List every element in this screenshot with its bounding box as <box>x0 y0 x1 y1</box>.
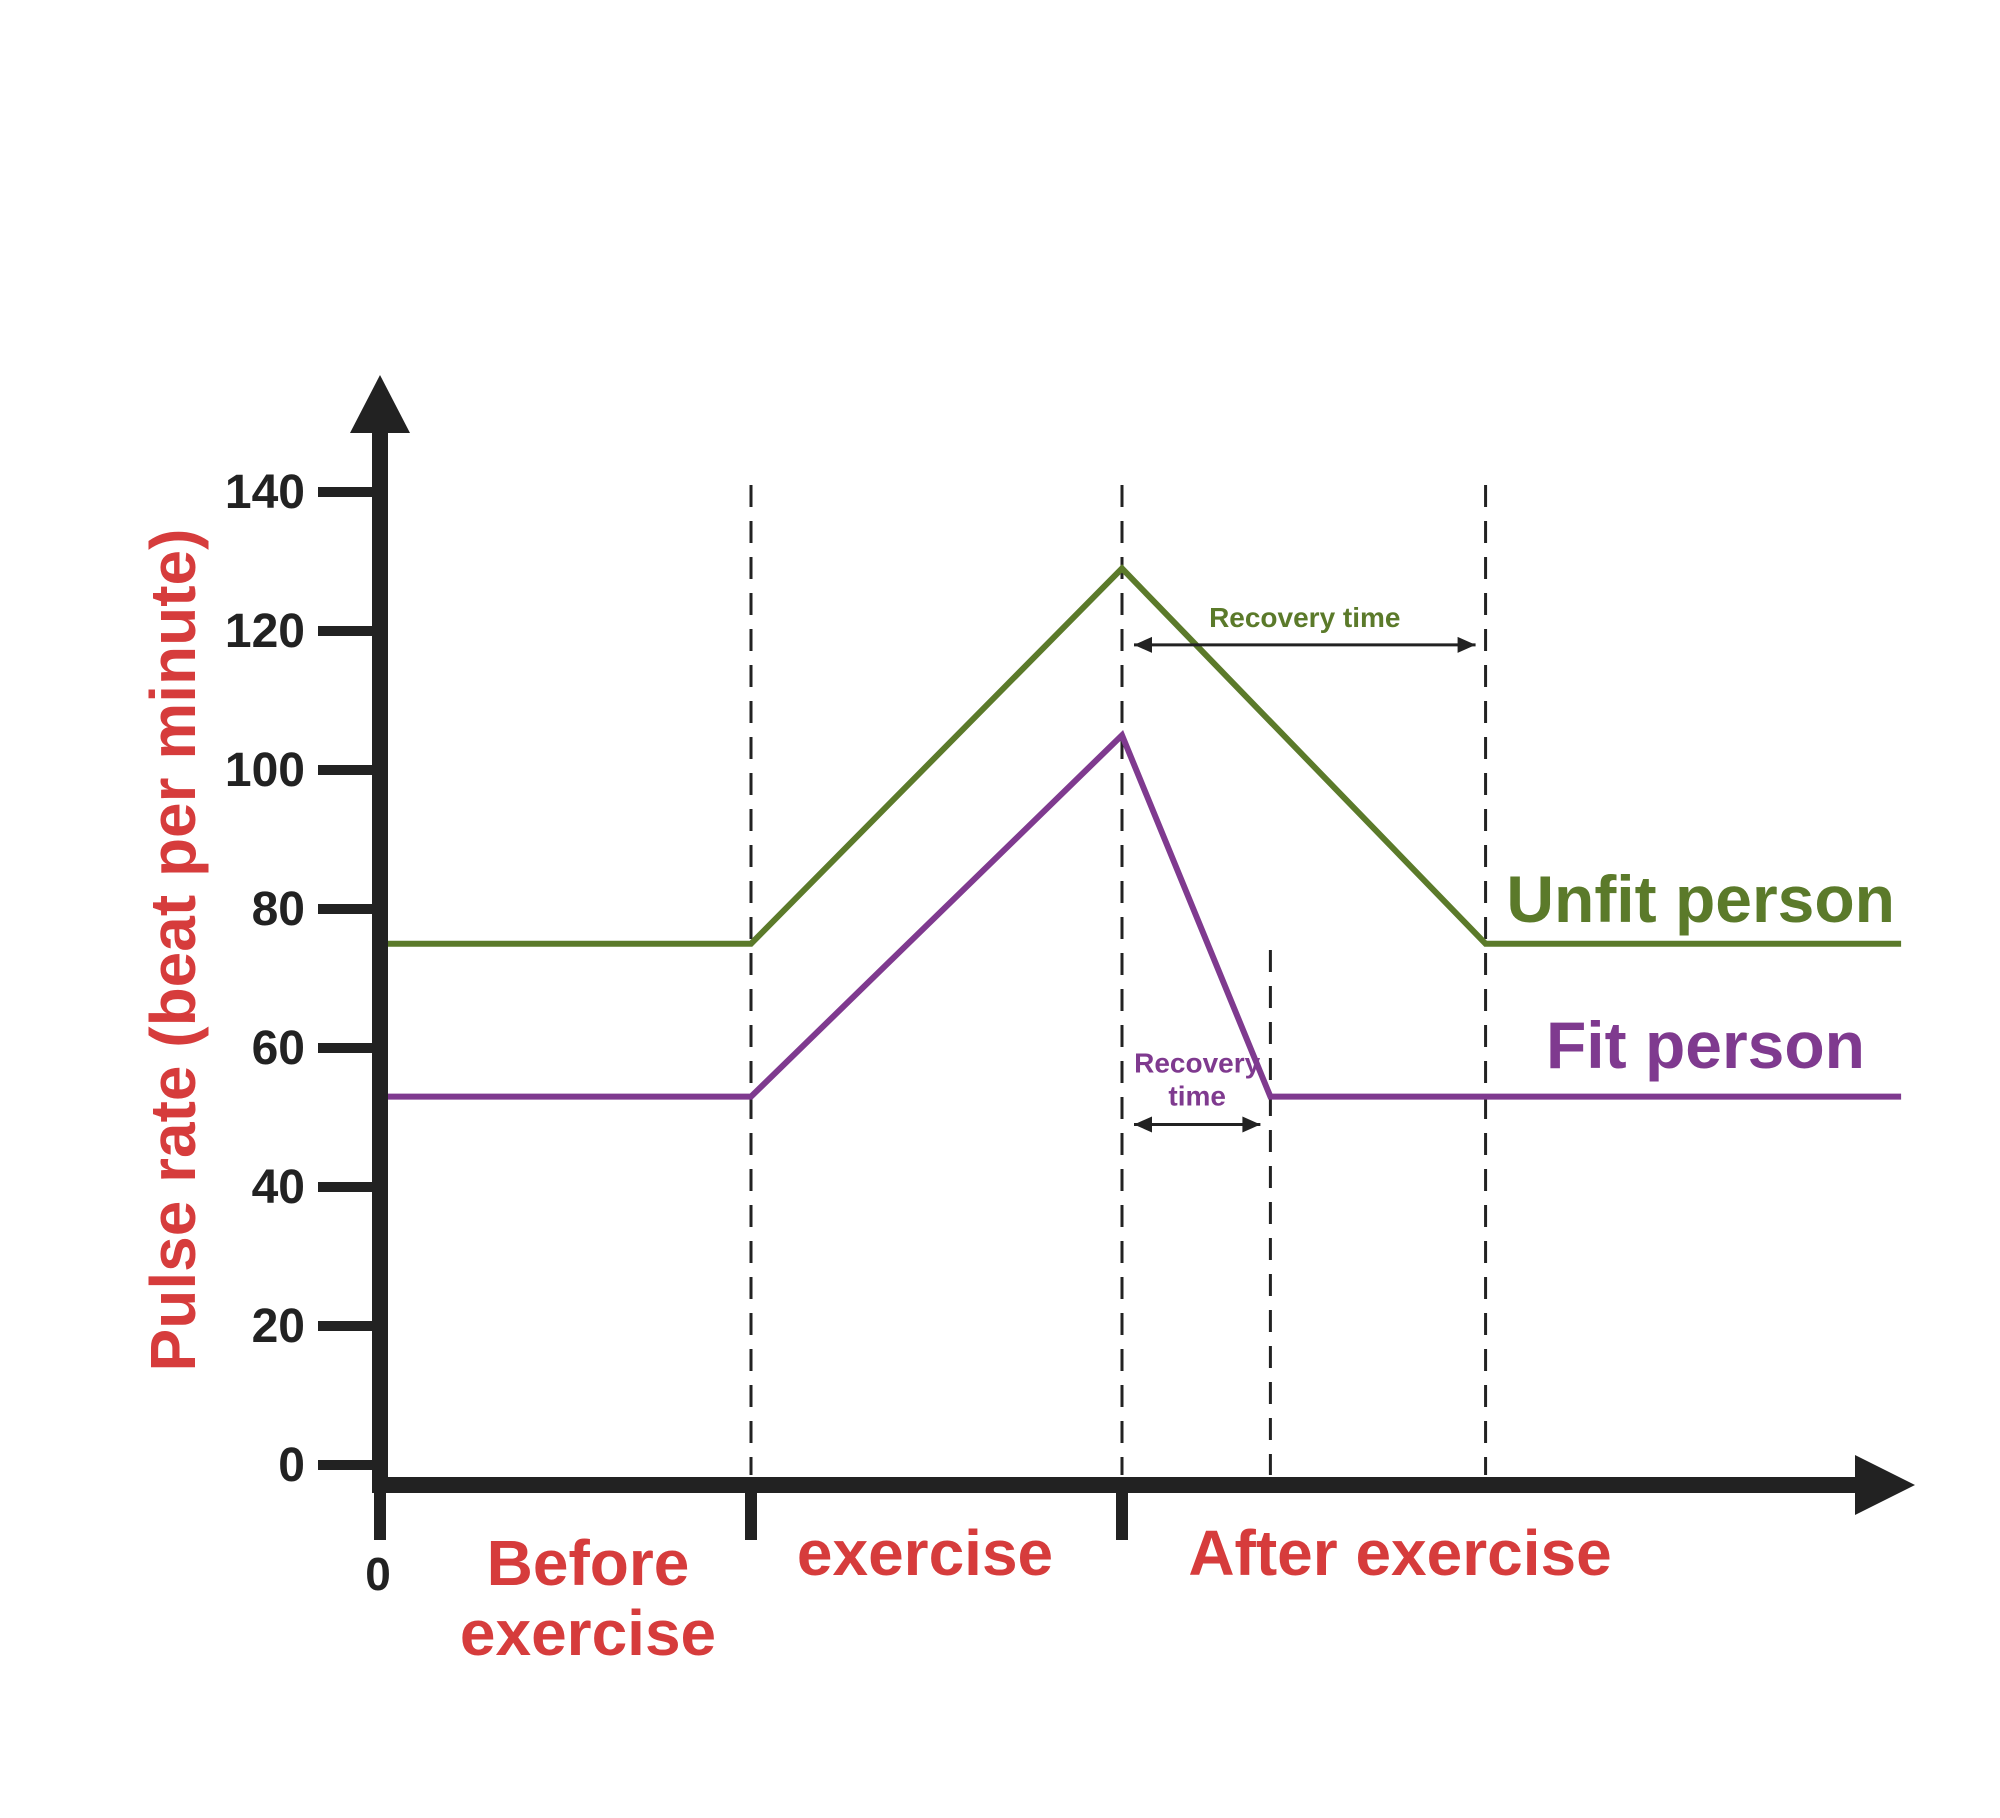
series-line <box>380 730 1902 1100</box>
x-axis-arrow <box>1855 1455 1915 1515</box>
y-axis-title: Pulse rate (beat per minute) <box>137 529 209 1372</box>
series-label: Fit person <box>1546 1008 1865 1082</box>
phase-label: exercise <box>460 1597 716 1669</box>
series-line <box>380 564 1902 947</box>
y-tick-label: 140 <box>225 466 305 519</box>
phase-label: After exercise <box>1188 1517 1611 1589</box>
y-tick-label: 80 <box>252 883 305 936</box>
y-tick-label: 0 <box>278 1439 305 1492</box>
recovery-arrow-head-right <box>1242 1116 1261 1133</box>
y-tick-label: 100 <box>225 744 305 797</box>
recovery-arrow-head-right <box>1457 636 1476 653</box>
labels: 0 20 40 60 80 100 120 140 0 Pulse rate (beat per … <box>137 466 1895 1669</box>
x-origin-label: 0 <box>365 1548 391 1600</box>
recovery-label: time <box>1168 1080 1226 1111</box>
recovery-arrow-head-left <box>1134 1116 1152 1133</box>
y-tick-label: 60 <box>252 1022 305 1075</box>
recovery-arrow-head-left <box>1134 636 1152 653</box>
axes <box>318 375 1915 1540</box>
series-lines <box>380 564 1902 1100</box>
recovery-label: Recovery time <box>1209 602 1400 633</box>
recovery-label: Recovery <box>1134 1047 1261 1078</box>
y-tick-label: 20 <box>252 1300 305 1353</box>
y-axis-arrow <box>350 375 410 433</box>
phase-label: exercise <box>797 1517 1053 1589</box>
phase-label: Before <box>487 1527 690 1599</box>
y-tick-label: 40 <box>252 1161 305 1214</box>
y-tick-label: 120 <box>225 605 305 658</box>
phase-dividers <box>749 485 1488 1475</box>
series-label: Unfit person <box>1506 862 1895 936</box>
